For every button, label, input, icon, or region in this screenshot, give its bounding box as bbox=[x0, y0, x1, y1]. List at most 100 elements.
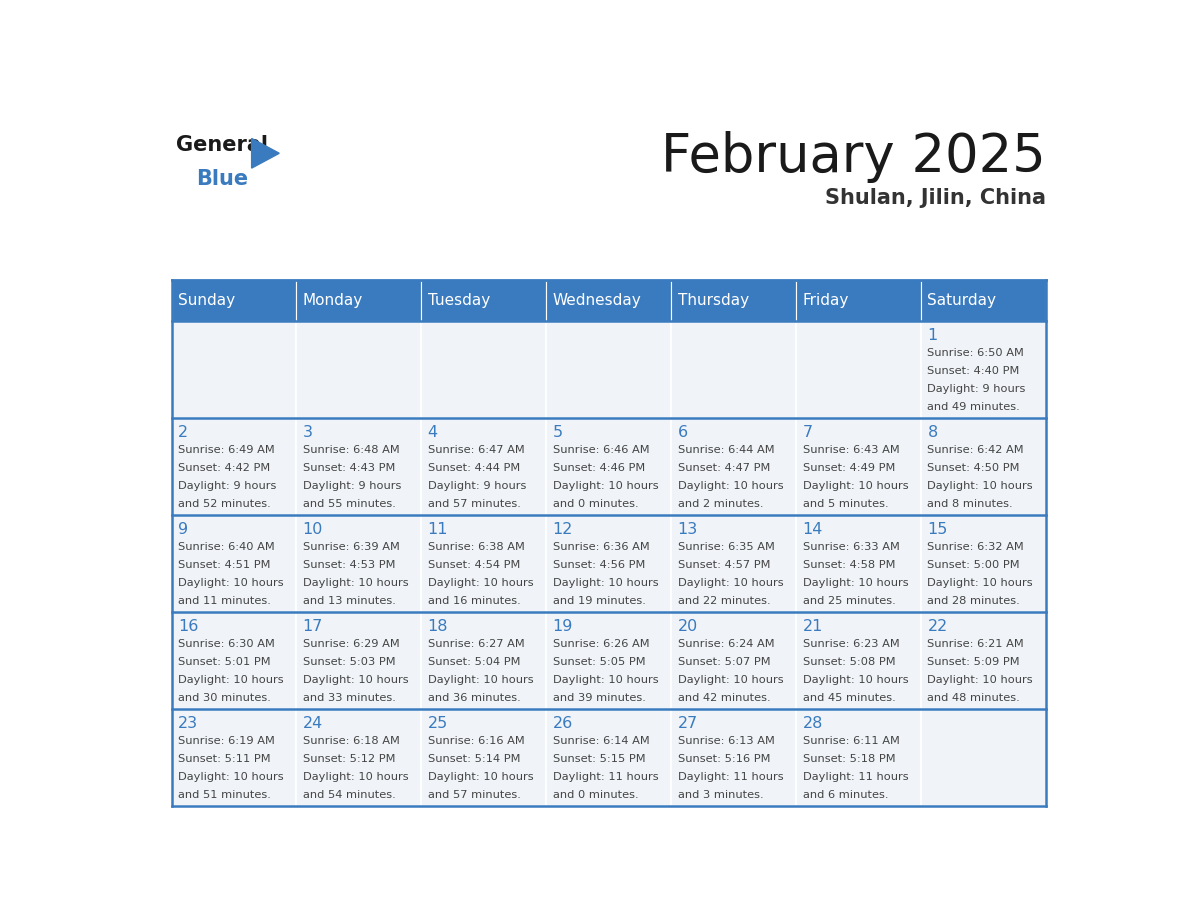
Text: 25: 25 bbox=[428, 716, 448, 732]
Bar bbox=[796, 710, 921, 806]
Text: Daylight: 11 hours: Daylight: 11 hours bbox=[677, 772, 783, 782]
Text: 4: 4 bbox=[428, 425, 438, 440]
Text: Blue: Blue bbox=[196, 169, 248, 189]
Text: Sunset: 5:16 PM: Sunset: 5:16 PM bbox=[677, 754, 770, 764]
Text: Sunrise: 6:33 AM: Sunrise: 6:33 AM bbox=[803, 542, 899, 552]
Text: and 52 minutes.: and 52 minutes. bbox=[178, 498, 271, 509]
Bar bbox=[546, 515, 671, 612]
Text: Daylight: 10 hours: Daylight: 10 hours bbox=[303, 675, 409, 685]
Text: Daylight: 10 hours: Daylight: 10 hours bbox=[803, 577, 908, 588]
Text: Sunday: Sunday bbox=[178, 293, 235, 308]
Bar bbox=[422, 320, 546, 418]
Text: and 57 minutes.: and 57 minutes. bbox=[428, 790, 520, 800]
Text: and 0 minutes.: and 0 minutes. bbox=[552, 498, 638, 509]
Text: Sunrise: 6:21 AM: Sunrise: 6:21 AM bbox=[928, 639, 1024, 649]
Text: 11: 11 bbox=[428, 522, 448, 537]
Text: Saturday: Saturday bbox=[928, 293, 997, 308]
Text: and 11 minutes.: and 11 minutes. bbox=[178, 596, 271, 606]
Text: Sunset: 5:07 PM: Sunset: 5:07 PM bbox=[677, 657, 770, 667]
Text: Daylight: 9 hours: Daylight: 9 hours bbox=[428, 481, 526, 491]
Bar bbox=[921, 515, 1047, 612]
Bar bbox=[921, 612, 1047, 710]
Text: Sunset: 5:00 PM: Sunset: 5:00 PM bbox=[928, 560, 1020, 570]
Text: Sunrise: 6:18 AM: Sunrise: 6:18 AM bbox=[303, 736, 399, 746]
Text: 14: 14 bbox=[803, 522, 823, 537]
Text: Daylight: 10 hours: Daylight: 10 hours bbox=[552, 577, 658, 588]
Text: and 45 minutes.: and 45 minutes. bbox=[803, 693, 896, 703]
Text: Sunrise: 6:23 AM: Sunrise: 6:23 AM bbox=[803, 639, 899, 649]
Text: and 28 minutes.: and 28 minutes. bbox=[928, 596, 1020, 606]
Bar bbox=[422, 418, 546, 515]
Text: Sunset: 4:51 PM: Sunset: 4:51 PM bbox=[178, 560, 270, 570]
Bar bbox=[171, 280, 297, 320]
Text: and 13 minutes.: and 13 minutes. bbox=[303, 596, 396, 606]
Text: Wednesday: Wednesday bbox=[552, 293, 642, 308]
Bar bbox=[671, 710, 796, 806]
Bar bbox=[171, 320, 297, 418]
Text: Daylight: 11 hours: Daylight: 11 hours bbox=[803, 772, 908, 782]
Bar bbox=[546, 418, 671, 515]
Text: and 6 minutes.: and 6 minutes. bbox=[803, 790, 887, 800]
Text: Daylight: 10 hours: Daylight: 10 hours bbox=[677, 481, 783, 491]
Text: Sunset: 4:49 PM: Sunset: 4:49 PM bbox=[803, 463, 895, 473]
Bar bbox=[297, 280, 422, 320]
Text: 20: 20 bbox=[677, 620, 697, 634]
Text: Daylight: 10 hours: Daylight: 10 hours bbox=[928, 577, 1034, 588]
Text: Sunset: 5:08 PM: Sunset: 5:08 PM bbox=[803, 657, 895, 667]
Bar bbox=[671, 612, 796, 710]
Bar bbox=[422, 280, 546, 320]
Text: 21: 21 bbox=[803, 620, 823, 634]
Text: Daylight: 10 hours: Daylight: 10 hours bbox=[428, 772, 533, 782]
Text: and 5 minutes.: and 5 minutes. bbox=[803, 498, 889, 509]
Text: 24: 24 bbox=[303, 716, 323, 732]
Bar bbox=[671, 515, 796, 612]
Text: 7: 7 bbox=[803, 425, 813, 440]
Text: Tuesday: Tuesday bbox=[428, 293, 489, 308]
Bar bbox=[297, 710, 422, 806]
Text: Daylight: 10 hours: Daylight: 10 hours bbox=[677, 675, 783, 685]
Text: and 3 minutes.: and 3 minutes. bbox=[677, 790, 763, 800]
Text: Sunset: 4:58 PM: Sunset: 4:58 PM bbox=[803, 560, 895, 570]
Text: Sunrise: 6:42 AM: Sunrise: 6:42 AM bbox=[928, 445, 1024, 454]
Text: 2: 2 bbox=[178, 425, 188, 440]
Text: Sunrise: 6:30 AM: Sunrise: 6:30 AM bbox=[178, 639, 274, 649]
Text: Daylight: 10 hours: Daylight: 10 hours bbox=[552, 675, 658, 685]
Text: Daylight: 9 hours: Daylight: 9 hours bbox=[928, 384, 1026, 394]
Bar bbox=[297, 612, 422, 710]
Text: Sunset: 5:01 PM: Sunset: 5:01 PM bbox=[178, 657, 271, 667]
Text: Sunrise: 6:32 AM: Sunrise: 6:32 AM bbox=[928, 542, 1024, 552]
Text: 16: 16 bbox=[178, 620, 198, 634]
Text: 9: 9 bbox=[178, 522, 188, 537]
Bar bbox=[796, 612, 921, 710]
Text: Sunset: 5:09 PM: Sunset: 5:09 PM bbox=[928, 657, 1020, 667]
Text: and 51 minutes.: and 51 minutes. bbox=[178, 790, 271, 800]
Text: Sunset: 5:14 PM: Sunset: 5:14 PM bbox=[428, 754, 520, 764]
Text: 22: 22 bbox=[928, 620, 948, 634]
Text: Sunrise: 6:24 AM: Sunrise: 6:24 AM bbox=[677, 639, 775, 649]
Text: Daylight: 10 hours: Daylight: 10 hours bbox=[303, 772, 409, 782]
Text: General: General bbox=[176, 135, 268, 155]
Text: 6: 6 bbox=[677, 425, 688, 440]
Polygon shape bbox=[252, 139, 279, 168]
Text: Sunset: 4:46 PM: Sunset: 4:46 PM bbox=[552, 463, 645, 473]
Text: Daylight: 10 hours: Daylight: 10 hours bbox=[178, 772, 284, 782]
Bar bbox=[297, 320, 422, 418]
Bar bbox=[422, 710, 546, 806]
Text: Sunrise: 6:38 AM: Sunrise: 6:38 AM bbox=[428, 542, 525, 552]
Bar bbox=[921, 418, 1047, 515]
Text: Daylight: 9 hours: Daylight: 9 hours bbox=[303, 481, 402, 491]
Text: Sunset: 4:42 PM: Sunset: 4:42 PM bbox=[178, 463, 270, 473]
Text: and 33 minutes.: and 33 minutes. bbox=[303, 693, 396, 703]
Text: Sunrise: 6:40 AM: Sunrise: 6:40 AM bbox=[178, 542, 274, 552]
Text: Daylight: 10 hours: Daylight: 10 hours bbox=[677, 577, 783, 588]
Text: 1: 1 bbox=[928, 328, 937, 342]
Text: Sunset: 4:47 PM: Sunset: 4:47 PM bbox=[677, 463, 770, 473]
Text: Sunrise: 6:16 AM: Sunrise: 6:16 AM bbox=[428, 736, 524, 746]
Text: 13: 13 bbox=[677, 522, 697, 537]
Text: Sunset: 5:03 PM: Sunset: 5:03 PM bbox=[303, 657, 396, 667]
Text: and 19 minutes.: and 19 minutes. bbox=[552, 596, 645, 606]
Text: Sunset: 4:56 PM: Sunset: 4:56 PM bbox=[552, 560, 645, 570]
Text: Sunset: 4:40 PM: Sunset: 4:40 PM bbox=[928, 365, 1019, 375]
Text: February 2025: February 2025 bbox=[662, 131, 1047, 184]
Text: Daylight: 10 hours: Daylight: 10 hours bbox=[303, 577, 409, 588]
